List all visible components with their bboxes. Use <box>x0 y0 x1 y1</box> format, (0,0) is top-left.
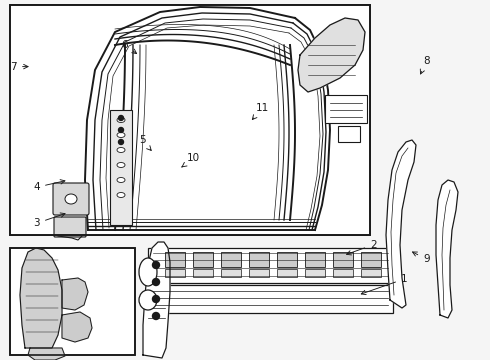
Polygon shape <box>62 312 92 342</box>
Ellipse shape <box>139 290 157 310</box>
Polygon shape <box>386 140 416 308</box>
Bar <box>325 95 367 123</box>
Polygon shape <box>298 18 365 92</box>
Circle shape <box>152 279 160 285</box>
Bar <box>148 285 393 313</box>
Circle shape <box>152 312 160 320</box>
Bar <box>148 248 393 283</box>
Bar <box>165 252 185 267</box>
Polygon shape <box>62 278 88 310</box>
Circle shape <box>119 127 123 132</box>
Bar <box>277 269 297 277</box>
Bar <box>10 5 370 235</box>
Circle shape <box>152 296 160 302</box>
Polygon shape <box>28 348 65 360</box>
Polygon shape <box>436 180 458 318</box>
Bar <box>193 252 213 267</box>
Bar <box>361 252 381 267</box>
Bar <box>333 252 353 267</box>
Circle shape <box>119 139 123 144</box>
Text: 10: 10 <box>182 153 200 167</box>
Text: 1: 1 <box>361 274 408 294</box>
Ellipse shape <box>117 117 125 122</box>
Polygon shape <box>143 242 170 358</box>
FancyBboxPatch shape <box>54 217 86 237</box>
Bar <box>221 269 241 277</box>
Ellipse shape <box>139 258 157 286</box>
Bar <box>193 269 213 277</box>
Bar <box>10 248 135 355</box>
Ellipse shape <box>117 132 125 138</box>
Text: 7: 7 <box>10 62 28 72</box>
Ellipse shape <box>117 193 125 198</box>
Text: 11: 11 <box>252 103 269 120</box>
Ellipse shape <box>65 194 77 204</box>
Bar <box>249 252 269 267</box>
Bar <box>10 5 370 235</box>
Bar <box>165 269 185 277</box>
Bar <box>10 5 370 235</box>
Bar <box>277 252 297 267</box>
Text: 8: 8 <box>420 56 430 74</box>
Bar <box>249 269 269 277</box>
Bar <box>305 252 325 267</box>
Circle shape <box>119 116 123 121</box>
Ellipse shape <box>117 177 125 183</box>
Bar <box>10 248 135 355</box>
Text: 3: 3 <box>33 213 65 228</box>
Text: 6: 6 <box>122 40 137 54</box>
Bar <box>338 126 360 142</box>
Bar <box>221 252 241 267</box>
Bar <box>10 5 370 235</box>
Polygon shape <box>20 248 62 348</box>
Text: 9: 9 <box>413 252 430 264</box>
FancyBboxPatch shape <box>53 183 89 215</box>
Ellipse shape <box>117 162 125 167</box>
Circle shape <box>152 261 160 269</box>
Bar <box>361 269 381 277</box>
Text: 4: 4 <box>33 180 65 192</box>
Text: 2: 2 <box>346 240 377 255</box>
Bar <box>305 269 325 277</box>
Ellipse shape <box>117 148 125 153</box>
Bar <box>333 269 353 277</box>
Text: 5: 5 <box>139 135 151 150</box>
Bar <box>110 110 132 225</box>
